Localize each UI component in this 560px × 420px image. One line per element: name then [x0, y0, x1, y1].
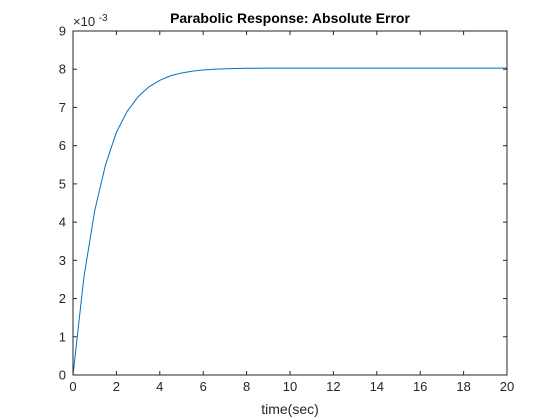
- series-line: [72, 67, 507, 376]
- x-tick-label: 14: [370, 379, 384, 394]
- x-tick-label: 10: [283, 379, 297, 394]
- y-tick-label: 1: [59, 329, 66, 344]
- x-axis-label: time(sec): [261, 401, 319, 417]
- x-tick-label: 12: [326, 379, 340, 394]
- y-exponent-base: ×10: [73, 14, 95, 29]
- axes-box: [72, 30, 508, 376]
- y-tick-label: 9: [59, 24, 66, 39]
- x-tick-label: 2: [113, 379, 120, 394]
- y-exponent-power: -3: [99, 13, 108, 24]
- plot-area: [73, 31, 507, 375]
- y-axis-ticks: 0 1 2 3 4 5 6 7 8 9: [59, 24, 507, 383]
- x-axis-ticks: 0 2 4 6 8 10 12 14 16 18 20: [69, 31, 514, 394]
- y-tick-label: 2: [59, 291, 66, 306]
- y-tick-label: 7: [59, 100, 66, 115]
- x-tick-label: 20: [500, 379, 514, 394]
- x-tick-label: 6: [200, 379, 207, 394]
- x-tick-label: 0: [69, 379, 76, 394]
- y-tick-label: 0: [59, 368, 66, 383]
- y-exponent: ×10 -3: [73, 13, 108, 29]
- y-tick-label: 6: [59, 138, 66, 153]
- x-tick-label: 4: [156, 379, 163, 394]
- series-layer: [72, 67, 507, 376]
- svg-text:×10 -3: ×10 -3: [73, 13, 108, 29]
- y-tick-label: 5: [59, 176, 66, 191]
- y-tick-label: 8: [59, 62, 66, 77]
- x-tick-label: 18: [456, 379, 470, 394]
- chart-title: Parabolic Response: Absolute Error: [170, 10, 410, 26]
- x-tick-label: 8: [243, 379, 250, 394]
- x-tick-label: 16: [413, 379, 427, 394]
- y-tick-label: 3: [59, 253, 66, 268]
- y-tick-label: 4: [59, 215, 66, 230]
